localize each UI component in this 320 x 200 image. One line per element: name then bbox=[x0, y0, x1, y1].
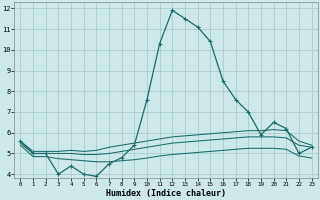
X-axis label: Humidex (Indice chaleur): Humidex (Indice chaleur) bbox=[106, 189, 226, 198]
